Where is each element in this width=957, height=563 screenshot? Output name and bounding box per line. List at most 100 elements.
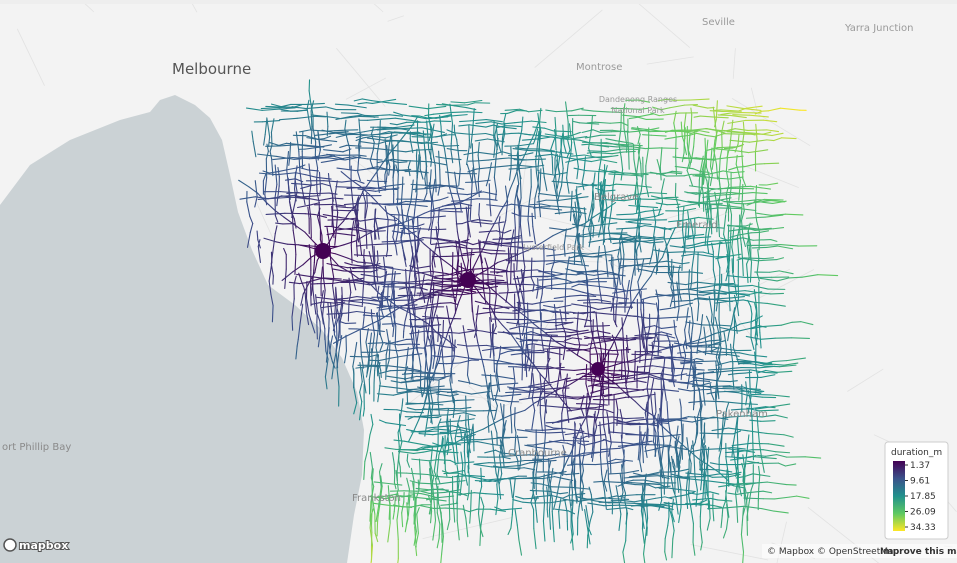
road (617, 144, 629, 147)
road (626, 234, 636, 239)
road (521, 309, 539, 313)
road (553, 495, 558, 510)
road (470, 182, 473, 203)
road (650, 394, 654, 414)
road (736, 297, 740, 307)
road (368, 251, 373, 263)
road (726, 401, 730, 410)
road (403, 440, 422, 445)
road (493, 306, 506, 310)
road (401, 494, 414, 498)
road (450, 123, 454, 145)
road (751, 393, 773, 396)
road (671, 434, 680, 443)
road (737, 207, 757, 212)
road (497, 258, 509, 264)
road (707, 212, 711, 229)
road (702, 390, 705, 399)
road (443, 454, 446, 465)
road (486, 204, 504, 208)
road (643, 488, 646, 507)
road (417, 171, 429, 174)
road (400, 229, 403, 239)
road (576, 230, 580, 242)
road (251, 130, 254, 143)
road (503, 420, 507, 432)
road (625, 369, 630, 386)
road (374, 354, 377, 372)
road (578, 283, 599, 287)
road (427, 274, 440, 280)
road (425, 327, 430, 341)
road (588, 296, 591, 308)
road (562, 444, 566, 454)
road (687, 200, 700, 204)
road (644, 448, 655, 452)
road (362, 135, 374, 139)
road (328, 180, 333, 194)
road (332, 285, 336, 306)
road (390, 282, 394, 293)
road (660, 366, 665, 376)
road (573, 142, 578, 158)
road (542, 167, 545, 178)
road (449, 103, 454, 125)
road (288, 281, 301, 285)
road (576, 440, 590, 443)
road (603, 237, 612, 241)
road (741, 149, 744, 167)
road (694, 366, 697, 375)
road (445, 160, 449, 174)
road (602, 183, 605, 198)
road (647, 471, 661, 476)
road (428, 182, 431, 193)
road (714, 177, 730, 180)
road (482, 422, 495, 430)
road (379, 312, 392, 321)
road (756, 411, 759, 427)
road (746, 434, 750, 452)
road (450, 265, 460, 274)
road (578, 232, 595, 237)
road (817, 274, 839, 277)
road (773, 510, 789, 514)
road (750, 402, 753, 424)
road (270, 252, 274, 265)
road (513, 199, 516, 213)
road (609, 362, 623, 367)
road (286, 243, 300, 246)
road (410, 262, 415, 272)
road (576, 158, 593, 163)
road (606, 142, 619, 146)
road (655, 302, 660, 317)
road (659, 459, 664, 479)
road (490, 466, 506, 469)
road (589, 392, 593, 404)
road (586, 408, 606, 411)
road (744, 163, 757, 168)
road (457, 414, 461, 425)
road (698, 199, 719, 204)
road (331, 192, 334, 202)
road (697, 332, 702, 345)
road (377, 368, 381, 384)
road (698, 297, 716, 301)
road (294, 165, 298, 180)
road (430, 212, 435, 230)
road (239, 196, 256, 200)
road (656, 443, 661, 461)
road (669, 380, 682, 384)
road (556, 159, 561, 176)
road (567, 153, 572, 166)
road (648, 344, 667, 349)
road (449, 332, 460, 334)
road (621, 282, 626, 296)
road (313, 243, 316, 264)
road (510, 333, 520, 347)
road (531, 302, 540, 305)
road (416, 279, 429, 283)
road (342, 302, 364, 307)
road (671, 538, 674, 559)
base-road (345, 77, 387, 100)
road (444, 468, 448, 477)
